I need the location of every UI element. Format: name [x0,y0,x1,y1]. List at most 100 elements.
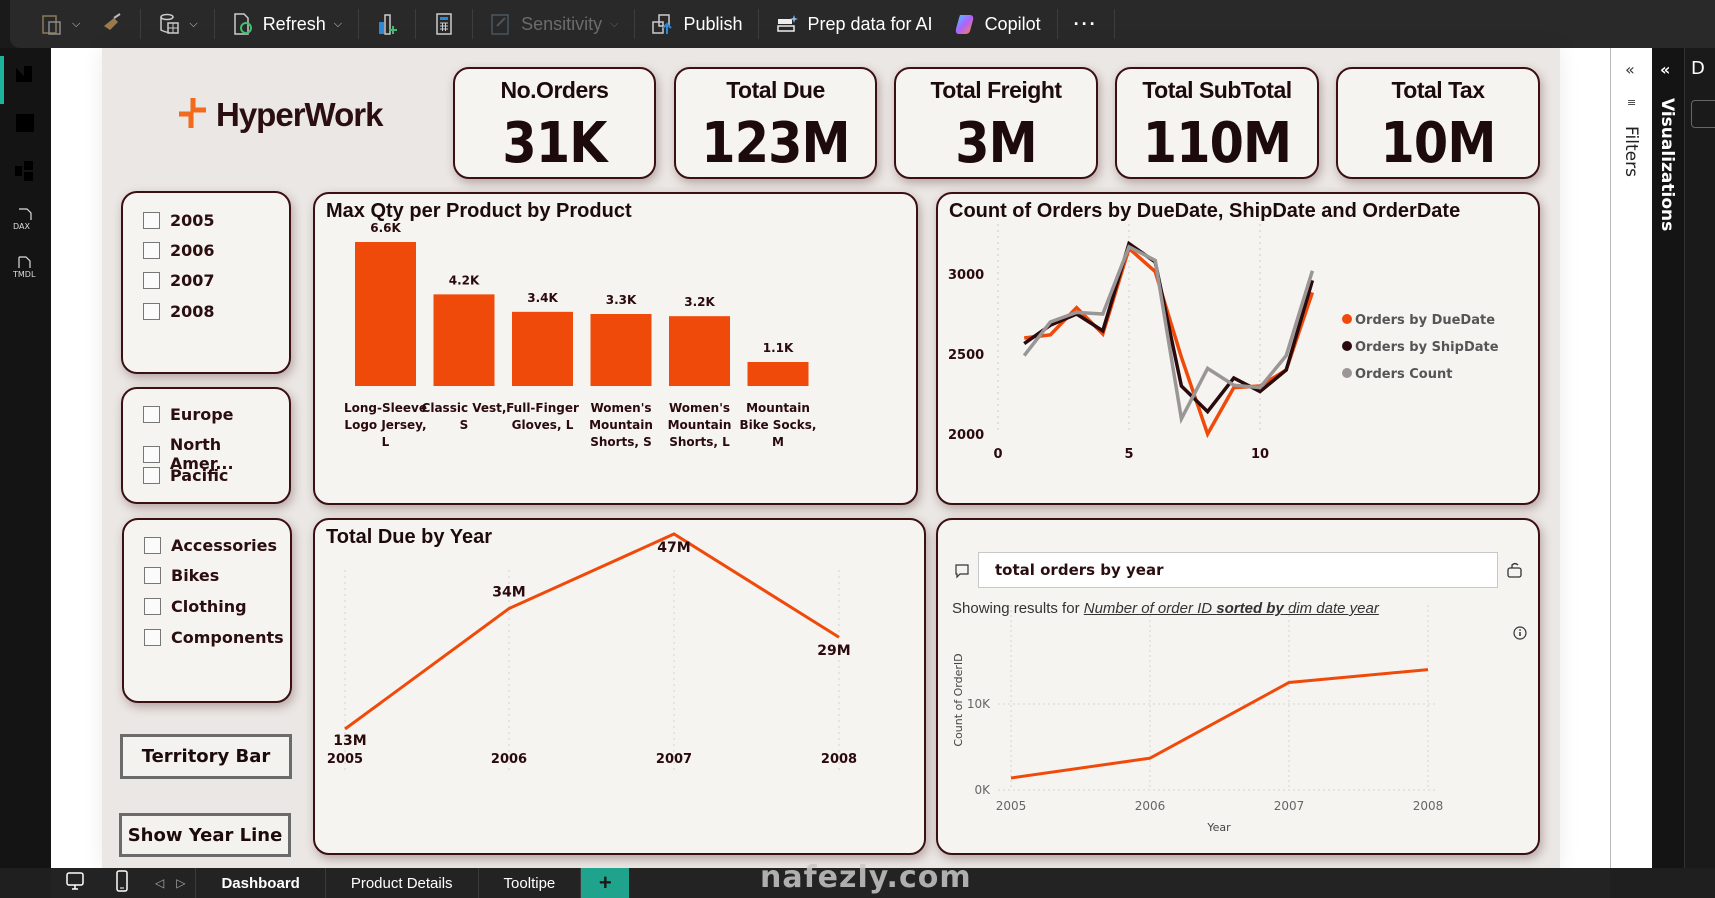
region-option[interactable]: Pacific [143,466,228,485]
territory-bar-button[interactable]: Territory Bar [120,734,292,779]
checkbox[interactable] [143,242,160,259]
data-source-icon [157,12,181,36]
desktop-layout-icon[interactable] [65,871,89,895]
copilot-button[interactable]: Copilot [943,6,1051,42]
page-tab-product-details[interactable]: Product Details [326,868,479,898]
bar-data-label: 4.2K [449,273,480,287]
qa-visual[interactable]: total orders by year Showing results for… [936,518,1540,855]
data-pane[interactable]: D [1684,48,1715,868]
data-label: 47M [657,540,690,556]
x-axis-title: Year [1206,821,1231,834]
sensitivity-button[interactable]: Sensitivity ⌵ [479,6,628,42]
max-qty-bar-chart[interactable]: Max Qty per Product by Product 6.6K Long-… [313,192,918,505]
model-view-icon[interactable] [12,158,38,184]
publish-button[interactable]: Publish [641,6,752,42]
category-option[interactable]: Components [144,628,284,647]
region-option[interactable]: Europe [143,405,234,424]
prep-data-label: Prep data for AI [807,13,933,34]
category-slicer: Accessories Bikes Clothing Components [122,518,292,703]
checkbox[interactable] [143,272,160,289]
show-year-line-button[interactable]: Show Year Line [119,813,291,857]
option-label: 2005 [170,211,215,230]
due-line-plot: 2005 2006 2007 2008 13M 34M 47M 29M [327,532,857,770]
sensitivity-label: Sensitivity [521,13,603,34]
kpi-card-total-subtotal[interactable]: Total SubTotal 110M [1115,67,1319,179]
checkbox[interactable] [143,303,160,320]
qa-question-input[interactable]: total orders by year [978,552,1498,588]
x-tick-label: 5 [1124,447,1133,462]
total-due-by-year-chart[interactable]: Total Due by Year 2005 2006 2007 2008 13M 34M… [313,518,926,855]
bar [433,294,495,386]
region-option[interactable]: North Amer... [143,435,289,473]
year-option[interactable]: 2006 [143,241,215,260]
table-view-icon[interactable] [12,110,38,136]
category-label: M [772,435,784,449]
kpi-card-total-due[interactable]: Total Due 123M [674,67,877,179]
visualizations-pane[interactable]: « Visualizations [1652,48,1684,868]
data-search-input[interactable] [1691,100,1715,128]
year-option[interactable]: 2005 [143,211,215,230]
orders-by-date-line-chart[interactable]: Count of Orders by DueDate, ShipDate and… [936,192,1540,505]
publish-label: Publish [683,13,743,34]
add-page-button[interactable]: + [581,868,630,898]
checkbox[interactable] [144,537,161,554]
refresh-button[interactable]: Refresh ⌵ [221,6,352,42]
result-link[interactable]: Number of order ID sorted by dim date ye… [1084,600,1379,617]
checkbox[interactable] [143,212,160,229]
x-tick-label: 2007 [1274,799,1305,813]
x-tick-label: 2005 [327,752,363,767]
report-view-icon[interactable] [12,62,38,88]
svg-text:DAX: DAX [13,222,30,231]
next-page-icon[interactable]: ▷ [176,876,186,890]
page-tab-tooltipe[interactable]: Tooltipe [479,868,582,898]
category-label: L [382,435,390,449]
category-option[interactable]: Clothing [144,597,247,616]
new-measure-button[interactable] [422,6,466,42]
copilot-icon [953,12,977,36]
convert-visual-icon[interactable] [1506,561,1524,583]
year-option[interactable]: 2008 [143,302,215,321]
mobile-layout-icon[interactable] [115,870,135,896]
legend-marker [1342,314,1352,324]
kpi-value: 123M [701,111,850,176]
page-tab-dashboard[interactable]: Dashboard [196,868,326,898]
dax-query-view-icon[interactable]: DAX [12,206,38,232]
x-tick-label: 2008 [821,752,857,767]
checkbox[interactable] [144,567,161,584]
line-chart-plot: 0 5 10 2000 2500 3000 Orders by DueDate Orders … [948,224,1499,462]
checkbox[interactable] [143,445,160,463]
info-icon[interactable] [1512,625,1528,645]
refresh-label: Refresh [262,13,326,34]
sensitivity-icon [489,12,513,36]
ribbon-toolbar: ⌵ ⌵ Refresh ⌵ Sensitivity ⌵ Publish Prep… [10,0,1715,48]
collapse-visualizations-icon[interactable]: « [1660,60,1671,79]
category-option[interactable]: Bikes [144,566,219,585]
kpi-title: Total SubTotal [1142,77,1292,103]
bar [747,362,809,386]
year-option[interactable]: 2007 [143,271,215,290]
data-source-button[interactable]: ⌵ [147,6,207,42]
collapse-filters-icon[interactable]: « [1625,60,1635,79]
visualizations-label: Visualizations [1657,98,1677,232]
new-visual-icon [375,12,399,36]
new-visual-button[interactable] [365,6,409,42]
kpi-card-orders[interactable]: No.Orders 31K [453,67,656,179]
bar [590,314,652,386]
filters-pane[interactable]: « ≡ Filters [1610,48,1652,868]
kpi-card-total-tax[interactable]: Total Tax 10M [1336,67,1540,179]
checkbox[interactable] [144,598,161,615]
toolbar-divider [472,9,474,39]
prep-data-ai-button[interactable]: Prep data for AI [765,6,942,42]
paste-button[interactable]: ⌵ [30,6,90,42]
format-painter-button[interactable] [90,6,134,42]
kpi-card-total-freight[interactable]: Total Freight 3M [894,67,1098,179]
legend-marker [1342,341,1352,351]
more-options-button[interactable]: ··· [1064,6,1108,42]
total-due-line [344,532,840,731]
category-option[interactable]: Accessories [144,536,277,555]
checkbox[interactable] [144,629,161,646]
previous-page-icon[interactable]: ◁ [155,876,165,890]
checkbox[interactable] [143,467,160,484]
checkbox[interactable] [143,406,160,423]
tmdl-view-icon[interactable]: TMDL [12,254,38,280]
